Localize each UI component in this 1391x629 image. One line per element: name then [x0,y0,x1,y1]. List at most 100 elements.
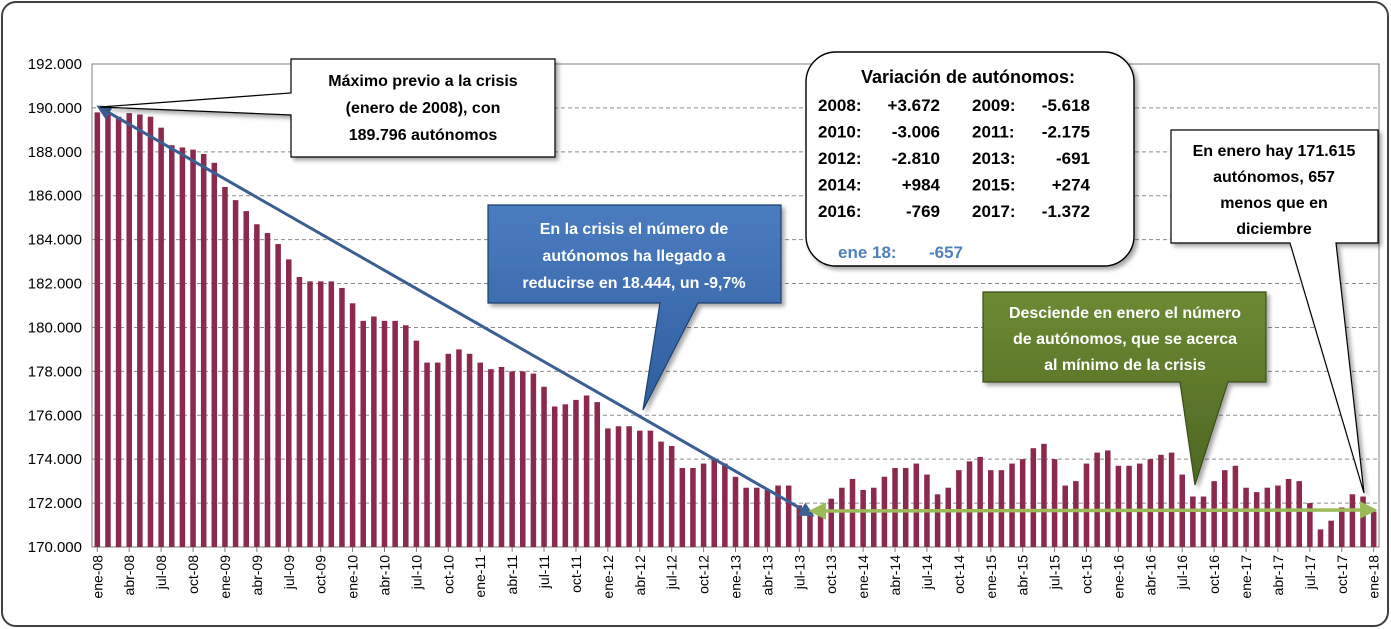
bar [615,426,622,547]
y-tick-label: 174.000 [28,451,82,468]
x-tick-label: oct-10 [440,555,456,594]
bar [349,303,356,547]
green-callout-line-1: Desciende en enero el número [1009,305,1241,322]
bar [1328,520,1334,547]
bar [679,467,686,547]
variation-value: -3.006 [892,123,940,142]
bar [1253,492,1260,547]
minimum-level-arrow [808,501,1378,520]
x-tick-label: abr-16 [1142,555,1158,596]
bar [839,487,845,547]
bar [658,441,664,547]
bar [1083,463,1090,547]
bar [392,320,398,547]
bar [126,113,132,547]
y-tick-label: 178.000 [28,363,82,380]
crisis-trend-arrow [96,105,815,517]
y-tick-label: 180.000 [28,319,82,336]
variation-year: 2010: [818,123,861,142]
x-tick-label: oct-14 [951,555,967,594]
bar [828,498,834,547]
bar [956,470,962,547]
variation-year: 2011: [972,123,1015,142]
x-tick-label: ene-12 [600,555,616,599]
bar [509,371,515,547]
bar [1019,459,1026,547]
bar [456,349,462,547]
bar [637,430,643,547]
x-axis: ene-08 abr-08 jul-08 oct-08 ene-09 abr-09 jul-… [89,547,1382,599]
x-tick-label: abr-12 [632,555,648,596]
y-tick-label: 170.000 [28,539,82,556]
x-tick-label: jul-16 [1174,555,1190,590]
x-tick-label: oct-13 [823,555,839,594]
bar [317,281,324,547]
bar [892,467,898,547]
bar [445,353,452,547]
variation-title: Variación de autónomos: [861,67,1075,87]
bar [785,485,792,547]
bar [562,404,569,547]
green-callout-line-2: de autónomos, que se acerca [1013,331,1237,348]
variation-value: -1.372 [1042,202,1090,221]
bar [1317,529,1324,547]
bar [1285,478,1292,547]
bar [339,287,345,547]
bar [1211,481,1217,547]
y-tick-label: 184.000 [28,232,82,249]
bar [913,463,920,547]
bar [1094,452,1100,547]
x-tick-label: ene-10 [345,555,361,599]
bar [488,369,494,547]
y-axis: 170.000 172.000 174.000 176.000 178.000 180.0… [28,56,82,556]
bar [530,373,537,547]
bar [243,211,249,547]
x-tick-label: ene-18 [1366,555,1382,599]
variation-year: 2015: [972,176,1015,195]
bar [158,127,164,547]
bar [541,386,547,547]
bar [307,281,313,547]
x-tick-label: ene-14 [855,555,871,599]
bar [871,487,877,547]
x-tick-label: abr-15 [1015,555,1031,596]
bar [1232,465,1239,547]
x-tick-label: abr-10 [377,555,393,596]
y-tick-label: 188.000 [28,144,82,161]
x-tick-label: oct-08 [185,555,201,594]
bar [1296,481,1302,547]
bar [1243,487,1249,547]
x-tick-label: ene-08 [89,555,105,599]
variation-year: 2009: [972,96,1015,115]
bar [668,446,675,547]
right-callout [1170,129,1379,494]
bar [1275,485,1281,547]
variation-year: 2013: [972,149,1015,168]
x-tick-label: jul-15 [1047,555,1063,590]
bar [626,426,632,547]
variation-value: -769 [906,202,940,221]
bar [605,428,611,547]
bar [498,366,505,547]
x-tick-label: jul-12 [664,555,680,590]
crisis-callout-line-1: En la crisis el número de [540,221,729,238]
x-tick-label: oct-17 [1334,555,1350,594]
bar [796,505,803,547]
bar [360,320,366,547]
bar [1360,496,1366,547]
x-tick-label: abr-08 [121,555,137,596]
bar [169,145,175,547]
variation-value: +984 [902,176,941,195]
x-tick-label: oct-15 [1079,555,1095,594]
variation-rows: 2008: +3.672 2009: -5.618 2010: -3.006 2011: -2… [818,96,1091,221]
green-callout [982,291,1267,486]
bar [1062,485,1068,547]
bar [732,476,739,547]
bar [190,149,196,547]
x-tick-label: ene-15 [983,555,999,599]
bar [551,406,558,547]
bar [988,470,994,547]
crisis-callout [487,204,782,411]
bar [1030,448,1037,547]
x-tick-label: jul-10 [408,555,424,590]
